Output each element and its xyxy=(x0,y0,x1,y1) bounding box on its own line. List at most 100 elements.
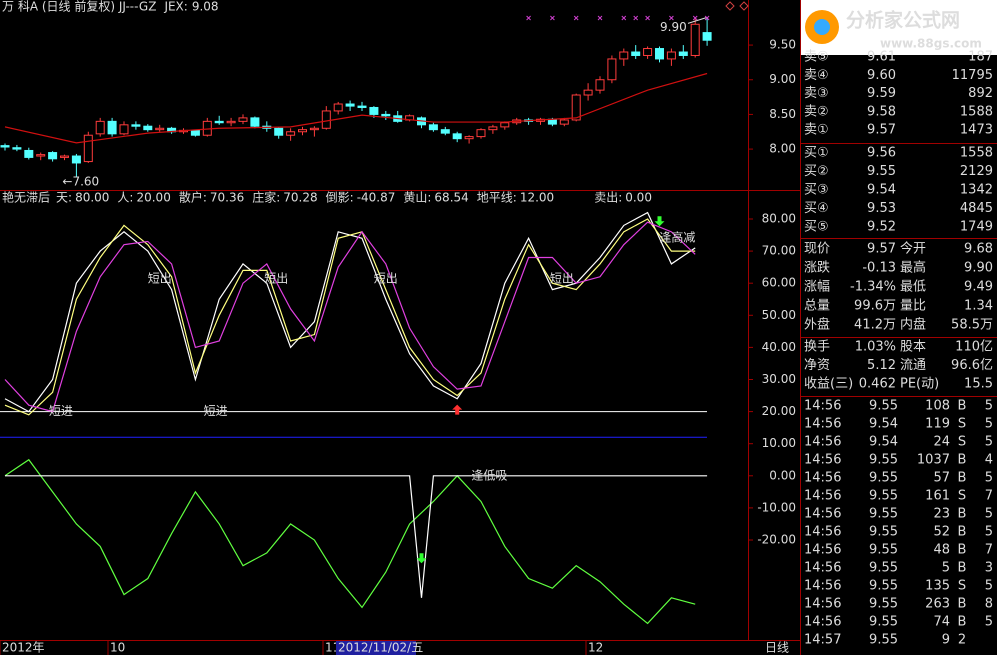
candle-body xyxy=(286,131,296,136)
trade-cell: 9.55 xyxy=(869,489,898,504)
trade-cell: B xyxy=(958,471,967,486)
quote-cell: 15.5 xyxy=(964,377,993,392)
candle-body xyxy=(190,129,200,136)
trade-cell: 9.55 xyxy=(869,597,898,612)
candle-body xyxy=(476,129,486,138)
time-label: 日线 xyxy=(765,641,789,655)
trade-cell: 5 xyxy=(942,561,950,576)
trade-cell: S xyxy=(958,435,966,450)
candle-body xyxy=(428,124,438,131)
trade-cell: 9 xyxy=(942,633,950,648)
quote-cell: 58.5万 xyxy=(951,318,993,333)
quote-cell: 96.6亿 xyxy=(951,358,993,373)
quote-cell: 99.6万 xyxy=(854,299,896,314)
candle-body xyxy=(24,149,34,158)
candle-body xyxy=(559,119,569,125)
ask-cell: 卖① xyxy=(804,123,829,138)
trade-cell: B xyxy=(958,543,967,558)
window-control[interactable] xyxy=(725,1,735,11)
candle-body xyxy=(381,113,391,117)
quote-cell: 总量 xyxy=(804,299,830,314)
param-label: 卖出: xyxy=(594,191,622,205)
trade-cell: B xyxy=(958,453,967,468)
candle-body xyxy=(48,152,58,160)
quote-cell: 5.12 xyxy=(867,358,896,373)
trade-cell: 5 xyxy=(985,615,993,630)
trade-cell: S xyxy=(958,417,966,432)
candle-body xyxy=(250,117,260,127)
ask-cell: 9.59 xyxy=(867,86,896,101)
candle-body xyxy=(274,127,284,136)
candle-body xyxy=(309,127,319,131)
ask-cell: 卖⑤ xyxy=(804,50,829,65)
trade-cell: 9.55 xyxy=(869,507,898,522)
y-tick-label: 8.50 xyxy=(769,107,796,121)
jex-value: 9.08 xyxy=(192,0,219,14)
trade-cell: 7 xyxy=(985,489,993,504)
trade-cell: B xyxy=(958,525,967,540)
y-tick-label: 40.00 xyxy=(762,340,796,354)
trade-cell: S xyxy=(958,489,966,504)
time-label: 2012年 xyxy=(2,641,45,655)
signal-label: 短出 xyxy=(374,271,398,285)
trade-cell: 14:56 xyxy=(804,471,841,486)
candle-body xyxy=(131,124,141,127)
window-control[interactable] xyxy=(739,1,749,11)
trade-cell: 9.55 xyxy=(869,633,898,648)
quote-cell: 净资 xyxy=(804,358,830,373)
candle-body xyxy=(238,117,248,122)
ask-cell: 9.58 xyxy=(867,104,896,119)
indicator-line xyxy=(5,475,708,598)
y-tick-label: 9.50 xyxy=(769,38,796,52)
cursor-date-box xyxy=(336,641,416,655)
trade-cell: 5 xyxy=(985,507,993,522)
ask-cell: 9.60 xyxy=(867,68,896,83)
ask-cell: 卖② xyxy=(804,104,829,119)
stock-title: 万 科A (日线 前复权) JJ---GZ xyxy=(2,0,156,14)
trade-cell: 9.55 xyxy=(869,561,898,576)
trade-cell: 14:56 xyxy=(804,615,841,630)
trade-cell: 24 xyxy=(933,435,950,450)
ask-cell: 11795 xyxy=(952,68,993,83)
trade-cell: S xyxy=(958,579,966,594)
candle-body xyxy=(619,51,629,60)
quote-cell: 110亿 xyxy=(955,340,993,355)
quote-cell: 最低 xyxy=(900,280,926,295)
signal-label: 短出 xyxy=(550,271,574,285)
param-value: 68.54 xyxy=(434,191,468,205)
ask-cell: 9.57 xyxy=(867,123,896,138)
candle-body xyxy=(226,120,236,124)
trade-cell: 9.55 xyxy=(869,471,898,486)
candle-body xyxy=(12,147,22,150)
trade-cell: 57 xyxy=(933,471,950,486)
logo-url: www.88gs.com xyxy=(880,37,982,51)
trade-cell: 14:56 xyxy=(804,579,841,594)
trade-cell: 9.54 xyxy=(869,435,898,450)
candle-body xyxy=(345,103,355,107)
candle-body xyxy=(202,120,212,136)
quote-cell: 外盘 xyxy=(804,317,830,333)
candle-body xyxy=(655,48,664,60)
logo-icon-center xyxy=(814,19,830,35)
signal-cross xyxy=(645,15,650,21)
candle-body xyxy=(369,106,379,115)
bid-cell: 买② xyxy=(804,164,829,179)
candle-body xyxy=(107,120,117,135)
candle-body xyxy=(214,120,224,124)
y-tick-label: 20.00 xyxy=(762,404,796,418)
bid-cell: 1749 xyxy=(960,220,993,235)
y-tick-label: -10.00 xyxy=(757,500,796,514)
y-tick-label: 70.00 xyxy=(762,244,796,258)
y-tick-label: 50.00 xyxy=(762,308,796,322)
candle-body xyxy=(583,89,593,96)
signal-cross xyxy=(597,15,603,21)
candle-body xyxy=(595,79,605,91)
quote-cell: 9.68 xyxy=(964,242,993,257)
ask-cell: 892 xyxy=(968,86,993,101)
trade-cell: 52 xyxy=(933,525,950,540)
y-tick-label: 60.00 xyxy=(762,276,796,290)
y-tick-label: 30.00 xyxy=(762,372,796,386)
sell-arrow xyxy=(654,216,665,227)
